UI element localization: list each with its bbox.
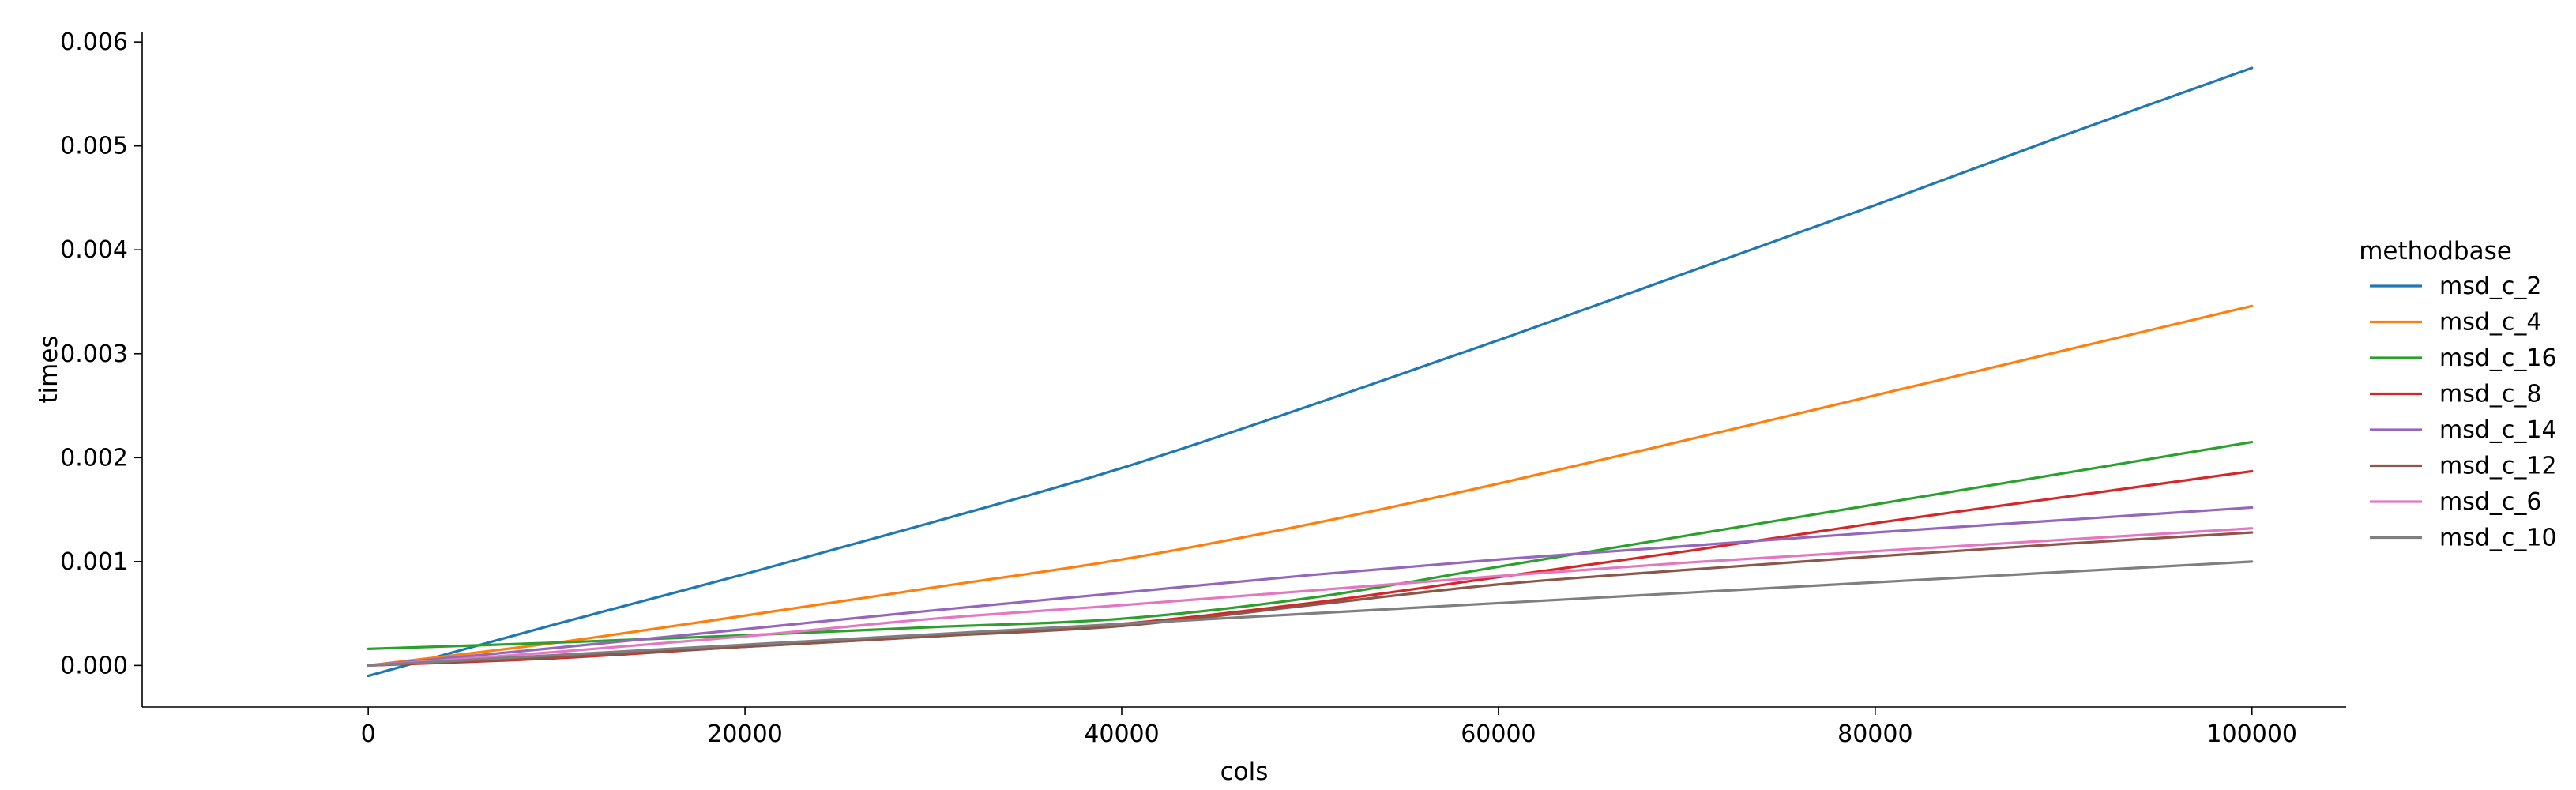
y-tick-label: 0.006: [60, 28, 128, 56]
x-tick-label: 20000: [707, 720, 782, 748]
y-tick-label: 0.005: [60, 133, 128, 160]
legend-label: msd_c_14: [2439, 416, 2557, 444]
x-ticks: 0 20000 40000 60000 80000 100000: [361, 707, 2297, 748]
x-tick-label: 0: [361, 720, 376, 748]
x-tick-label: 60000: [1461, 720, 1536, 748]
y-axis-label: times: [35, 335, 63, 403]
series-line-msd_c_4: [367, 304, 2254, 667]
x-tick-label: 40000: [1084, 720, 1159, 748]
y-tick-label: 0.003: [60, 340, 128, 368]
y-tick-label: 0.001: [60, 548, 128, 576]
legend-label: msd_c_2: [2439, 273, 2541, 300]
legend-label: msd_c_12: [2439, 453, 2557, 480]
legend-item: msd_c_12: [2370, 453, 2557, 480]
series-line-msd_c_16: [367, 440, 2254, 650]
legend-title: methodbase: [2359, 237, 2512, 265]
series-line-msd_c_10: [367, 560, 2254, 667]
series-line-msd_c_6: [367, 527, 2254, 667]
legend-label: msd_c_8: [2439, 381, 2541, 408]
series-line-msd_c_2: [367, 66, 2254, 678]
legend-label: msd_c_16: [2439, 344, 2557, 372]
legend-item: msd_c_4: [2370, 309, 2541, 337]
x-tick-label: 100000: [2207, 720, 2298, 748]
legend-item: msd_c_2: [2370, 273, 2541, 300]
legend-item: msd_c_16: [2370, 344, 2557, 372]
legend-item: msd_c_14: [2370, 416, 2557, 444]
plot-area: 0 20000 40000 60000 80000 100000 0.0000.0010.…: [60, 28, 2346, 748]
legend-label: msd_c_4: [2439, 309, 2541, 337]
x-tick-label: 80000: [1837, 720, 1912, 748]
series-lines: [367, 66, 2254, 678]
legend-item: msd_c_10: [2370, 525, 2557, 552]
legend: methodbase msd_c_2 msd_c_4 msd_c_16 msd_c_8…: [2359, 237, 2556, 552]
y-ticks: 0.000 0.001 0.002 0.003 0.004 0.005 0.006: [60, 28, 142, 679]
legend-item: msd_c_6: [2370, 488, 2541, 516]
series-line-msd_c_14: [367, 506, 2254, 667]
legend-items: msd_c_2 msd_c_4 msd_c_16 msd_c_8 msd_c_14msd…: [2370, 273, 2557, 552]
legend-label: msd_c_10: [2439, 525, 2557, 552]
y-tick-label: 0.002: [60, 444, 128, 472]
legend-item: msd_c_8: [2370, 381, 2541, 408]
series-line-msd_c_8: [367, 469, 2254, 667]
x-axis-label: cols: [1220, 758, 1269, 786]
y-tick-label: 0.004: [60, 236, 128, 264]
y-tick-label: 0.000: [60, 652, 128, 679]
series-line-msd_c_12: [367, 531, 2254, 667]
legend-label: msd_c_6: [2439, 488, 2541, 516]
